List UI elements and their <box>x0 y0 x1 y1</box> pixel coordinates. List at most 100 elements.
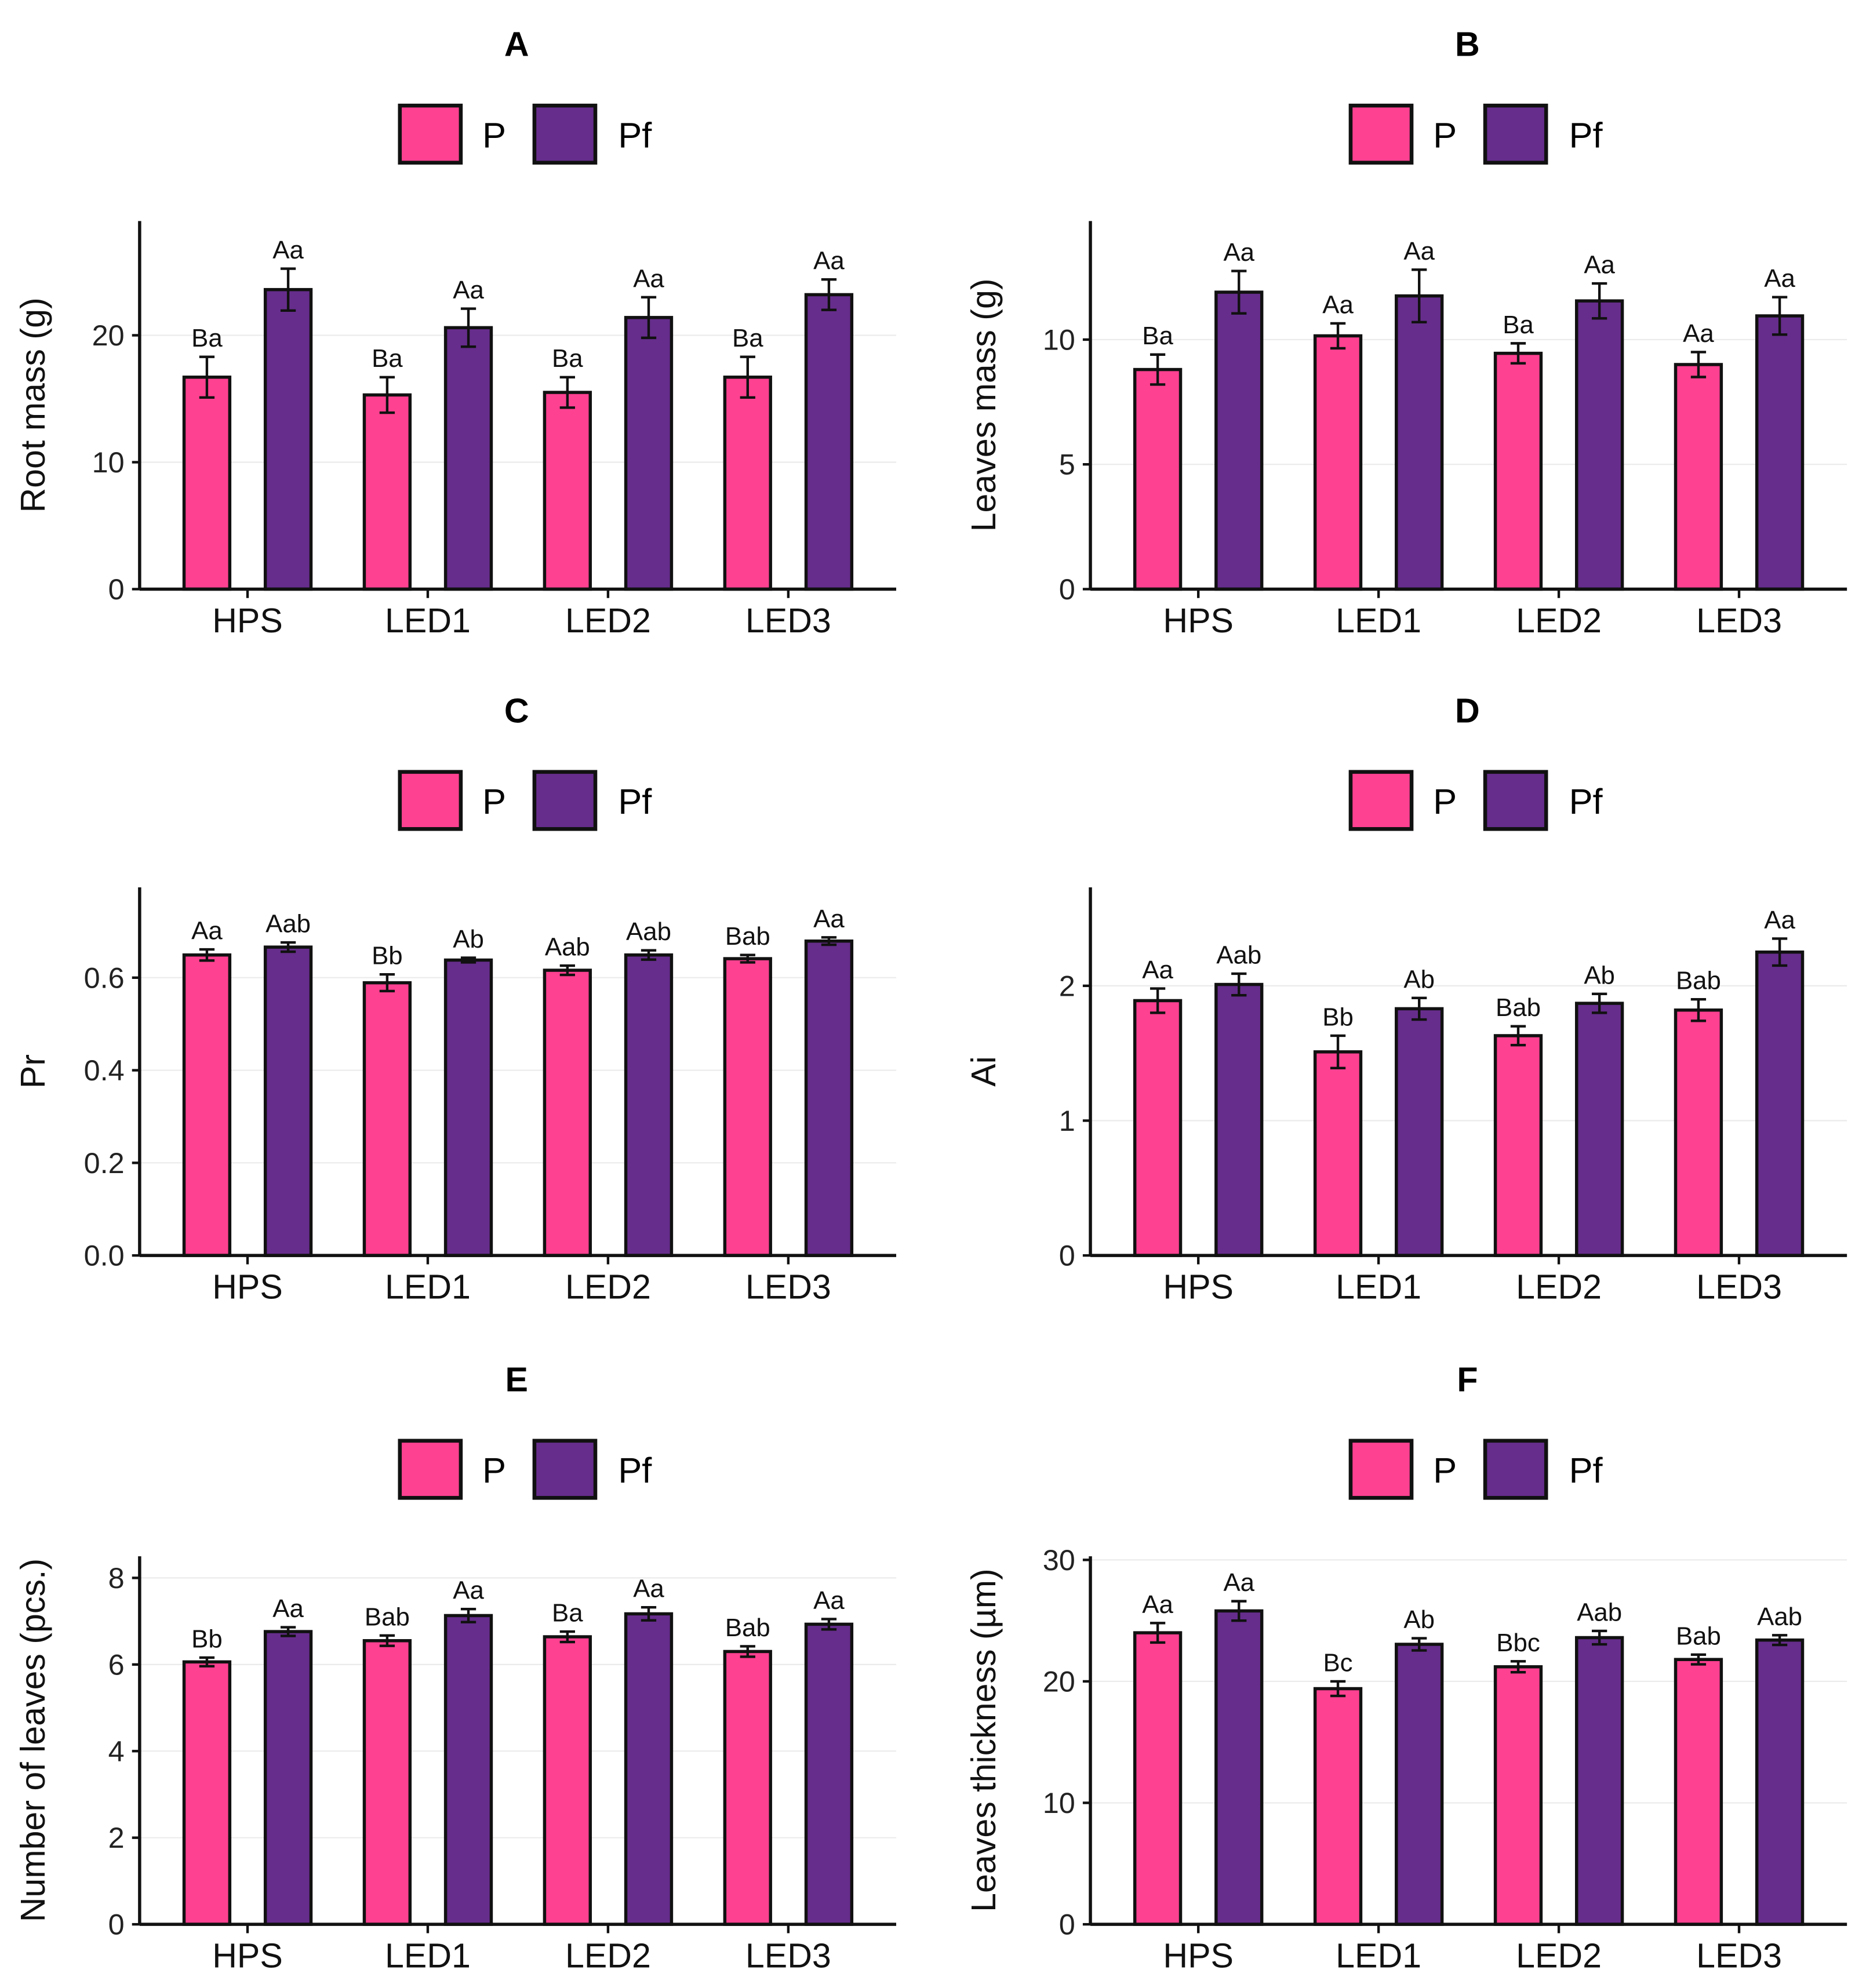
legend-label: Pf <box>618 115 652 155</box>
panel-title: A <box>504 25 529 64</box>
x-tick-label: LED3 <box>1696 601 1782 640</box>
bar-p-hps <box>182 1660 232 1926</box>
bar-pf-hps <box>263 1630 313 1926</box>
x-tick-label: LED3 <box>1696 1936 1782 1975</box>
error-bar <box>1772 937 1788 967</box>
bar-p-hps <box>182 953 232 1257</box>
legend-label: P <box>1433 781 1457 821</box>
error-bar <box>1690 351 1707 378</box>
error-bar <box>1592 1629 1607 1646</box>
bar-pf-led3 <box>1755 1638 1805 1926</box>
x-tick-label: LED1 <box>385 601 471 640</box>
significance-label: Aab <box>1216 941 1261 969</box>
y-tick-label: 20 <box>92 319 125 352</box>
significance-label: Bb <box>191 1625 223 1653</box>
legend-swatch-pf <box>1483 1439 1548 1500</box>
significance-label: Ba <box>732 324 763 352</box>
panel-title: F <box>1457 1360 1478 1399</box>
error-bar <box>1510 1025 1526 1047</box>
bar-pf-led2 <box>1574 1002 1624 1257</box>
error-bar <box>1510 342 1526 365</box>
x-tick-label: LED2 <box>1516 601 1602 640</box>
significance-label: Aab <box>1577 1598 1622 1626</box>
legend-label: Pf <box>1569 1450 1603 1490</box>
significance-label: Ab <box>1403 965 1435 993</box>
bar-p-hps <box>1133 1631 1183 1926</box>
bar-pf-led1 <box>1395 1007 1444 1257</box>
bar-p-led3 <box>723 957 772 1257</box>
x-tick-label: LED2 <box>565 601 651 640</box>
error-bar <box>1330 322 1346 350</box>
error-bar <box>1330 1680 1346 1698</box>
error-bar <box>1412 996 1427 1021</box>
bar-p-led1 <box>1313 334 1363 591</box>
y-tick-label: 0 <box>1059 1239 1075 1272</box>
error-bar <box>1231 1600 1247 1622</box>
significance-label: Ba <box>552 1599 583 1627</box>
significance-label: Aab <box>265 910 311 938</box>
bar-p-led1 <box>362 981 412 1257</box>
significance-label: Ab <box>453 925 484 953</box>
error-bar <box>1412 1637 1427 1652</box>
error-bar <box>199 355 215 399</box>
y-tick-label: 2 <box>108 1821 125 1854</box>
legend-label: Pf <box>618 1450 652 1490</box>
x-tick-label: HPS <box>212 1268 283 1306</box>
y-axis-label: Pr <box>13 1054 52 1088</box>
significance-label: Aa <box>1223 1568 1254 1597</box>
panel-title: D <box>1455 691 1480 730</box>
significance-label: Aab <box>545 933 590 962</box>
bar-p-led1 <box>362 1639 412 1926</box>
x-tick-label: LED3 <box>745 601 831 640</box>
y-tick-label: 0 <box>108 1908 125 1941</box>
bar-pf-led3 <box>804 293 854 591</box>
legend-label: P <box>482 1450 506 1490</box>
bar-p-led3 <box>723 1650 772 1926</box>
significance-label: Aa <box>813 247 845 275</box>
error-bar <box>460 956 476 964</box>
legend-swatch-pf <box>532 770 598 831</box>
panel-title: E <box>505 1360 528 1399</box>
bar-pf-led1 <box>443 1614 493 1926</box>
significance-label: Ab <box>1403 1605 1435 1634</box>
error-bar <box>641 1606 657 1622</box>
significance-label: Bab <box>1676 967 1721 995</box>
x-tick-label: LED1 <box>1336 1936 1421 1975</box>
x-tick-label: LED1 <box>1336 601 1421 640</box>
legend-label: P <box>1433 1450 1457 1490</box>
legend-swatch-p <box>398 770 463 831</box>
y-tick-label: 0 <box>1059 573 1075 606</box>
error-bar <box>559 1630 575 1644</box>
error-bar <box>280 941 296 953</box>
legend-label: P <box>1433 115 1457 155</box>
panel-f: F P Pf 0 10 20 30 Leaves thickness (µm) HPS Aa Aa L… <box>964 1360 1847 1975</box>
significance-label: Aa <box>633 1575 664 1603</box>
legend-label: Pf <box>618 781 652 821</box>
y-tick-label: 4 <box>108 1735 125 1768</box>
significance-label: Aa <box>1764 906 1795 934</box>
x-tick-label: HPS <box>212 1936 283 1975</box>
significance-label: Aa <box>813 1586 845 1615</box>
bar-p-led1 <box>1313 1050 1363 1257</box>
bar-pf-led1 <box>443 958 493 1257</box>
bar-pf-hps <box>1214 290 1264 591</box>
error-bar <box>1330 1034 1346 1069</box>
x-tick-label: LED3 <box>745 1268 831 1306</box>
bar-pf-led3 <box>804 1622 854 1926</box>
y-tick-label: 0 <box>108 573 125 606</box>
bar-p-led3 <box>1674 1658 1723 1926</box>
significance-label: Aa <box>1403 237 1435 265</box>
error-bar <box>379 1634 395 1647</box>
error-bar <box>740 953 755 964</box>
y-tick-label: 1 <box>1059 1104 1075 1137</box>
x-tick-label: LED3 <box>1696 1268 1782 1306</box>
y-tick-label: 20 <box>1043 1665 1075 1698</box>
x-tick-label: HPS <box>1163 1936 1234 1975</box>
legend-swatch-pf <box>532 1439 598 1500</box>
bar-p-led2 <box>1493 1665 1543 1926</box>
bar-p-led1 <box>1313 1687 1363 1926</box>
bar-pf-hps <box>263 945 313 1257</box>
error-bar <box>1150 987 1166 1014</box>
significance-label: Aa <box>272 236 304 264</box>
